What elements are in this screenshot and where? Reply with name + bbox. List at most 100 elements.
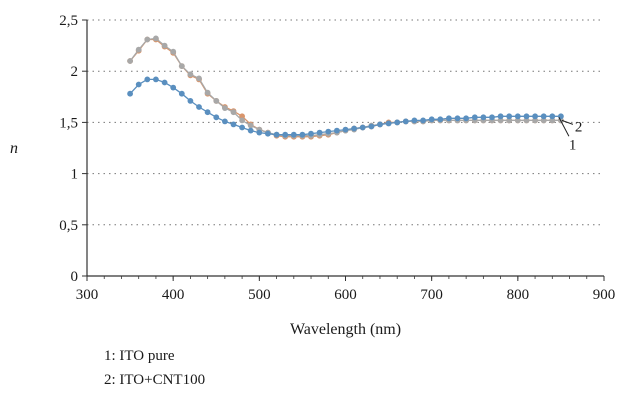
y-tick-label: 0,5 [59, 218, 78, 234]
data-point [170, 84, 177, 91]
data-point [402, 118, 409, 125]
data-point [420, 117, 426, 124]
data-point [514, 113, 521, 120]
data-point [411, 117, 418, 124]
data-point [532, 117, 538, 124]
data-point [222, 105, 228, 111]
series-3 [127, 35, 564, 139]
data-point [230, 109, 237, 116]
tick-labels: 0 0,5 1 1,5 2 2,5 300 400 500 600 700 800 900 [59, 13, 615, 303]
data-point [394, 119, 401, 126]
data-point [153, 35, 159, 42]
data-point [256, 129, 263, 136]
y-tick-label: 2 [71, 64, 79, 80]
series-2 [127, 36, 564, 140]
x-tick-label: 700 [420, 287, 443, 303]
data-point [290, 131, 297, 138]
data-point [368, 123, 375, 130]
data-point [282, 131, 289, 138]
data-point [135, 46, 142, 53]
data-point [127, 58, 133, 64]
data-point [437, 116, 444, 123]
data-point [540, 117, 547, 124]
data-point [239, 117, 246, 124]
x-tick-label: 900 [593, 287, 616, 303]
series-2-tag: 2 [575, 119, 583, 135]
data-point [351, 125, 357, 132]
refractive-index-chart: 0 0,5 1 1,5 2 2,5 300 400 500 600 700 800 900 Wavele… [10, 13, 615, 338]
data-point [497, 113, 504, 120]
data-point [178, 63, 185, 69]
data-point [213, 98, 220, 104]
legend-note-2: 2: ITO+CNT100 [104, 372, 206, 388]
data-point [489, 114, 495, 121]
data-point [187, 71, 194, 78]
data-point [549, 117, 556, 124]
data-point [342, 126, 349, 133]
data-point [506, 117, 513, 124]
data-point [204, 109, 211, 116]
data-point [463, 115, 469, 122]
data-point [222, 118, 228, 125]
series-tags: 21 [558, 117, 583, 153]
data-point [170, 48, 177, 55]
legend-note-1: 1: ITO pure [104, 348, 175, 364]
data-point [334, 127, 340, 134]
data-point [213, 114, 220, 121]
data-point [178, 90, 185, 97]
data-point [471, 114, 478, 121]
y-tick-label: 0 [71, 269, 79, 285]
data-point [532, 113, 538, 120]
series-1 [127, 76, 564, 138]
data-point [161, 79, 168, 86]
data-point [359, 124, 366, 131]
series-layer [127, 35, 564, 140]
data-point [454, 115, 461, 122]
data-point [187, 98, 194, 104]
series-1-leader [558, 117, 570, 137]
data-point [428, 116, 435, 123]
series-2-leader [561, 119, 574, 125]
grid-lines [87, 19, 604, 226]
data-point [239, 124, 246, 131]
data-point [377, 121, 383, 128]
data-point [127, 90, 133, 97]
x-tick-label: 400 [162, 287, 185, 303]
data-point [204, 89, 211, 96]
axes [82, 19, 605, 281]
legend-notes: 1: ITO pure 2: ITO+CNT100 [104, 344, 205, 392]
data-point [196, 104, 202, 110]
data-point [480, 114, 487, 121]
data-point [540, 113, 547, 120]
y-tick-label: 2,5 [59, 13, 78, 29]
data-point [385, 120, 392, 127]
data-point [446, 115, 452, 122]
series-line [129, 78, 561, 136]
data-point [506, 113, 513, 120]
x-tick-label: 300 [76, 287, 99, 303]
data-point [247, 127, 254, 134]
data-point [144, 36, 151, 43]
x-tick-label: 500 [248, 287, 271, 303]
y-tick-label: 1 [71, 167, 79, 183]
data-point [135, 81, 142, 88]
data-point [549, 113, 556, 120]
data-point [153, 76, 159, 83]
x-tick-label: 800 [507, 287, 530, 303]
y-axis-label: n [10, 140, 18, 157]
series-1-tag: 1 [569, 137, 577, 153]
data-point [144, 76, 151, 83]
x-axis-label: Wavelength (nm) [290, 321, 401, 338]
data-point [523, 113, 530, 120]
data-point [239, 113, 246, 120]
data-point [273, 131, 280, 138]
data-point [325, 128, 332, 135]
data-point [247, 122, 254, 129]
data-point [265, 130, 271, 137]
data-point [497, 117, 504, 124]
data-point [230, 121, 237, 128]
y-tick-label: 1,5 [59, 115, 78, 131]
data-point [308, 130, 314, 137]
data-point [514, 117, 521, 124]
series-line [129, 37, 561, 137]
